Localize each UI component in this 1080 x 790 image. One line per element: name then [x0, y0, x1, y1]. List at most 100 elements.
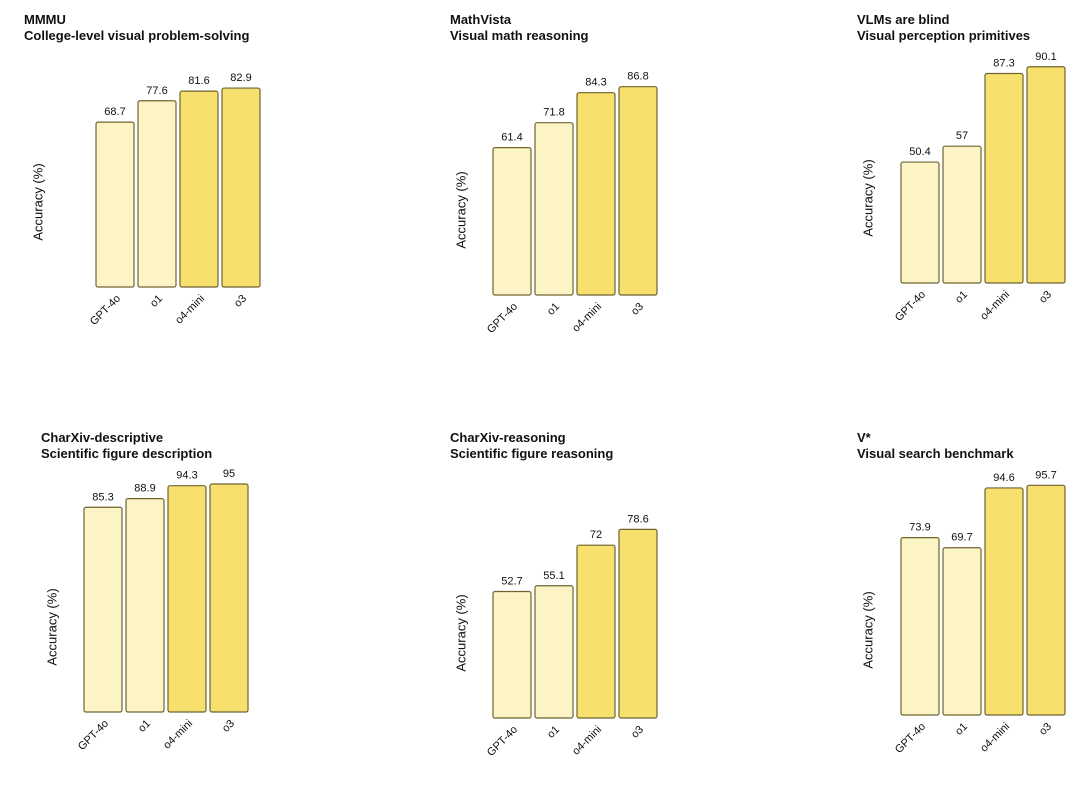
value-label: 81.6	[188, 75, 209, 87]
category-label: o1	[148, 293, 165, 310]
bar-o3	[209, 483, 249, 713]
bar-o3	[221, 87, 261, 288]
y-axis-label: Accuracy (%)	[453, 171, 468, 248]
category-label: GPT-4o	[485, 301, 520, 336]
category-label: o1	[136, 718, 153, 735]
bar-o4-mini	[179, 90, 219, 288]
chart-subtitle: College-level visual problem-solving	[24, 28, 250, 43]
category-label: GPT-4o	[485, 724, 520, 759]
bar-o4-mini	[984, 72, 1024, 284]
category-label: o3	[232, 293, 249, 310]
category-label: o3	[629, 724, 646, 741]
y-axis-label: Accuracy (%)	[30, 163, 45, 240]
bar-gpt-4o	[492, 590, 532, 719]
bar-o1	[942, 145, 982, 284]
category-label: GPT-4o	[893, 289, 928, 324]
category-label: o1	[953, 721, 970, 738]
chart-panel-charxiv-reasoning: CharXiv-reasoning Scientific figure reas…	[450, 430, 780, 790]
y-axis-label: Accuracy (%)	[44, 588, 59, 665]
bar-o4-mini	[576, 544, 616, 719]
bar-o4-mini	[984, 487, 1024, 716]
bar-o1	[137, 100, 177, 288]
chart-title: CharXiv-descriptive	[41, 430, 164, 445]
bar-gpt-4o	[900, 161, 940, 284]
chart-panel-charxiv-descriptive: CharXiv-descriptive Scientific figure de…	[41, 430, 371, 790]
chart-title: V*	[857, 430, 871, 445]
category-label: o4-mini	[978, 721, 1012, 755]
value-label: 69.7	[951, 532, 972, 544]
bar-chart: Accuracy (%) 61.4 GPT-4o 71.8 o1 84.3 o4-mini 8…	[453, 71, 658, 336]
bar-o3	[1026, 484, 1066, 716]
category-label: o1	[953, 289, 970, 306]
bar-gpt-4o	[900, 537, 940, 716]
bar-gpt-4o	[95, 121, 135, 288]
chart-panel-v-star: V* Visual search benchmark Accuracy (%) 7…	[857, 430, 1080, 790]
category-label: o1	[545, 724, 562, 741]
bar-chart: Accuracy (%) 52.7 GPT-4o 55.1 o1 72 o4-mini 78.…	[453, 513, 658, 759]
category-label: o4-mini	[570, 724, 604, 758]
bar-o4-mini	[576, 92, 616, 296]
category-label: o3	[1037, 289, 1054, 306]
value-label: 87.3	[993, 57, 1014, 69]
value-label: 78.6	[627, 513, 648, 525]
bar-gpt-4o	[492, 147, 532, 296]
bar-chart: Accuracy (%) 73.9 GPT-4o 69.7 o1 94.6 o4-mini 9…	[860, 469, 1066, 756]
category-label: o4-mini	[978, 289, 1012, 323]
chart-title: MMMU	[24, 12, 66, 27]
value-label: 94.3	[176, 470, 197, 482]
bar-chart: Accuracy (%) 50.4 GPT-4o 57 o1 87.3 o4-mini 90.…	[860, 51, 1066, 324]
chart-title: MathVista	[450, 12, 512, 27]
chart-panel-mathvista: MathVista Visual math reasoning Accuracy…	[450, 12, 780, 372]
value-label: 95	[223, 468, 235, 480]
category-label: GPT-4o	[76, 718, 111, 753]
value-label: 95.7	[1035, 469, 1056, 481]
chart-title: VLMs are blind	[857, 12, 950, 27]
chart-subtitle: Visual math reasoning	[450, 28, 589, 43]
bar-o1	[534, 585, 574, 719]
category-label: GPT-4o	[893, 721, 928, 756]
chart-subtitle: Scientific figure description	[41, 446, 213, 461]
value-label: 85.3	[92, 491, 113, 503]
bar-o1	[534, 122, 574, 296]
chart-subtitle: Visual search benchmark	[857, 446, 1014, 461]
bar-o3	[1026, 66, 1066, 284]
value-label: 57	[956, 130, 968, 142]
chart-subtitle: Scientific figure reasoning	[450, 446, 614, 461]
y-axis-label: Accuracy (%)	[453, 594, 468, 671]
value-label: 71.8	[543, 107, 564, 119]
category-label: o4-mini	[570, 301, 604, 335]
bar-o1	[942, 547, 982, 716]
y-axis-label: Accuracy (%)	[860, 591, 875, 668]
value-label: 61.4	[501, 132, 522, 144]
bar-chart: Accuracy (%) 85.3 GPT-4o 88.9 o1 94.3 o4-mini 9…	[44, 468, 249, 753]
bar-o3	[618, 528, 658, 719]
chart-panel-vlms-are-blind: VLMs are blind Visual perception primiti…	[857, 12, 1080, 372]
value-label: 82.9	[230, 72, 251, 84]
value-label: 72	[590, 529, 602, 541]
bar-o1	[125, 498, 165, 713]
value-label: 55.1	[543, 570, 564, 582]
category-label: o1	[545, 301, 562, 318]
chart-subtitle: Visual perception primitives	[857, 28, 1031, 43]
bar-gpt-4o	[83, 506, 123, 713]
category-label: GPT-4o	[88, 293, 123, 328]
category-label: o3	[220, 718, 237, 735]
bar-chart: Accuracy (%) 68.7 GPT-4o 77.6 o1 81.6 o4-mini 8…	[30, 72, 261, 328]
value-label: 88.9	[134, 483, 155, 495]
chart-panel-mmmu: MMMU College-level visual problem-solvin…	[24, 12, 354, 372]
value-label: 77.6	[146, 85, 167, 97]
category-label: o4-mini	[173, 293, 207, 327]
chart-title: CharXiv-reasoning	[450, 430, 566, 445]
value-label: 94.6	[993, 472, 1014, 484]
value-label: 73.9	[909, 522, 930, 534]
value-label: 68.7	[104, 106, 125, 118]
bar-o4-mini	[167, 485, 207, 713]
value-label: 90.1	[1035, 51, 1056, 63]
value-label: 84.3	[585, 77, 606, 89]
value-label: 86.8	[627, 71, 648, 83]
bar-o3	[618, 86, 658, 296]
y-axis-label: Accuracy (%)	[860, 159, 875, 236]
category-label: o3	[1037, 721, 1054, 738]
category-label: o3	[629, 301, 646, 318]
value-label: 50.4	[909, 146, 930, 158]
